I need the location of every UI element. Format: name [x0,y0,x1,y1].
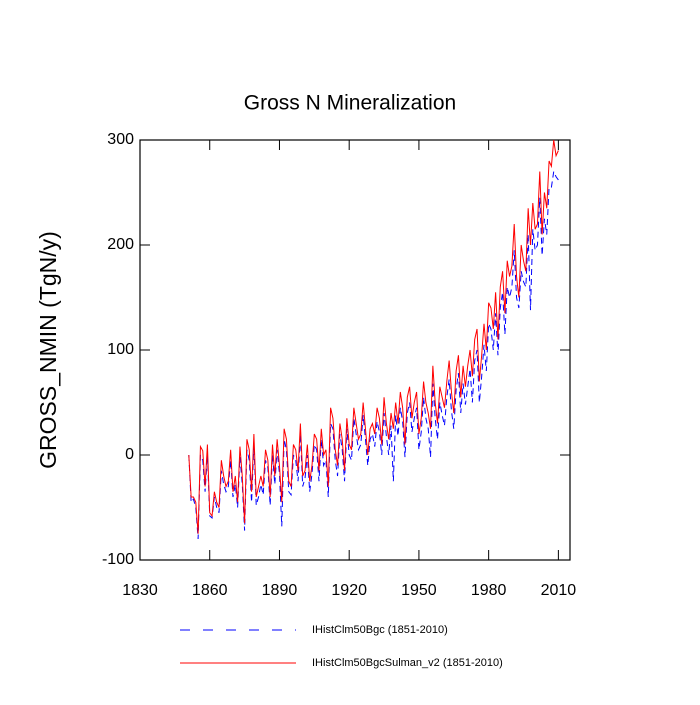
series-line [188,139,559,534]
x-tick-label: 1950 [401,582,437,599]
legend-label: IHistClm50BgcSulman_v2 (1851-2010) [312,657,503,669]
plot-frame [139,139,571,561]
y-axis-label: GROSS_NMIN (TgN/y) [35,231,61,469]
y-tick-label: 300 [107,131,134,148]
x-tick-label: 1920 [331,582,367,599]
x-tick-label: 1860 [192,582,228,599]
x-tick-label: 1890 [262,582,298,599]
series-line [188,169,559,540]
y-tick-label: 100 [107,341,134,358]
x-tick-label: 1980 [471,582,507,599]
chart-title: Gross N Mineralization [244,92,456,115]
y-tick-label: 0 [125,446,134,463]
y-tick-label: -100 [102,551,134,568]
legend-label: IHistClm50Bgc (1851-2010) [312,624,448,636]
y-tick-label: 200 [107,236,134,253]
x-tick-label: 1830 [122,582,158,599]
x-tick-label: 2010 [541,582,577,599]
